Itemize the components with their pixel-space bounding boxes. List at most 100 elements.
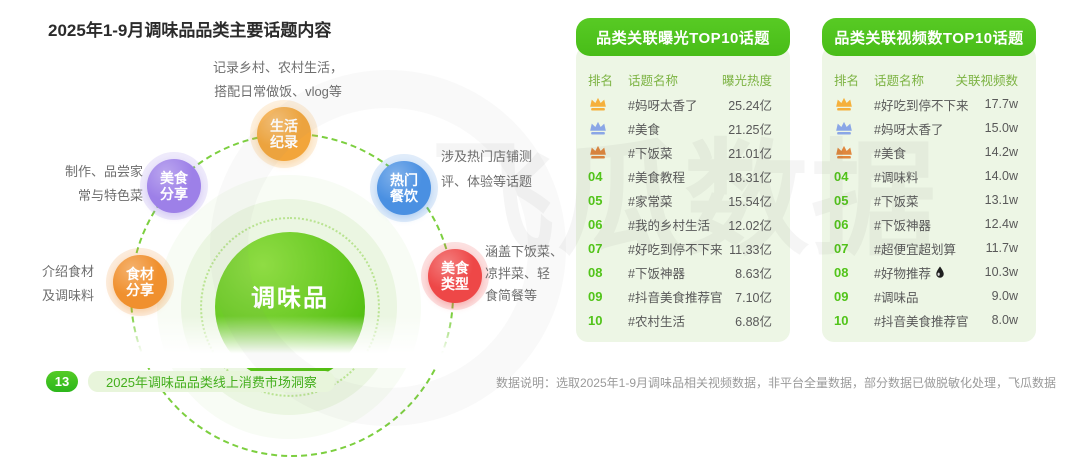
bottom-fade: [40, 316, 540, 368]
table-row: 06 #我的乡村生活 12.02亿: [576, 212, 790, 236]
column-headers: 排名 话题名称 关联视频数: [822, 68, 1036, 90]
table-row: #美食 14.2w: [822, 140, 1036, 164]
crown-icon: [836, 145, 852, 159]
topic-name: #调味料: [874, 170, 919, 185]
table-row: #妈呀太香了 15.0w: [822, 116, 1036, 140]
table-row: 08 #好物推荐 10.3w: [822, 260, 1036, 284]
table-row: 09 #抖音美食推荐官 7.10亿: [576, 284, 790, 308]
page-title: 2025年1-9月调味品品类主要话题内容: [48, 21, 332, 40]
rank-crown: [834, 120, 874, 136]
col-header-topic: 话题名称: [628, 73, 679, 88]
topic-value: 9.0w: [991, 289, 1018, 303]
topic-value: 14.0w: [984, 169, 1018, 183]
video-table-rows: #好吃到停不下来 17.7w #妈呀太香了 15.0w #美食 14.2w 04 #调味料…: [822, 92, 1036, 332]
topic-value: 6.88亿: [735, 314, 772, 329]
rank-crown: [588, 96, 628, 112]
table-row: 07 #好吃到停不下来 11.33亿: [576, 236, 790, 260]
crown-icon: [590, 121, 606, 135]
rank-crown: [834, 96, 874, 112]
rank-number: 05: [834, 192, 849, 208]
crown-icon: [836, 121, 852, 135]
topic-value: 21.25亿: [728, 122, 772, 137]
rank-number: 09: [834, 288, 849, 304]
topic-name: #美食教程: [628, 170, 685, 185]
table-row: 09 #调味品 9.0w: [822, 284, 1036, 308]
table-row: 05 #下饭菜 13.1w: [822, 188, 1036, 212]
topic-name: #下饭神器: [874, 218, 931, 233]
crown-icon: [590, 97, 606, 111]
bubble-label: 食材 分享: [126, 266, 154, 298]
topic-name: #超便宜超划算: [874, 242, 956, 257]
topic-value: 11.33亿: [729, 242, 772, 257]
bubble-hot-dining: 热门 餐饮: [377, 161, 431, 215]
topic-value: 12.4w: [984, 217, 1018, 231]
topic-value: 11.7w: [985, 241, 1018, 255]
card-body: 排名 话题名称 关联视频数 #好吃到停不下来 17.7w #妈呀太香了 15.0w …: [822, 46, 1036, 342]
topic-name: #下饭神器: [628, 266, 685, 281]
topic-value: 18.31亿: [728, 170, 772, 185]
table-row: 10 #农村生活 6.88亿: [576, 308, 790, 332]
table-row: 06 #下饭神器 12.4w: [822, 212, 1036, 236]
topic-value: 14.2w: [984, 145, 1018, 159]
rank-number: 10: [588, 312, 603, 328]
table-row: 07 #超便宜超划算 11.7w: [822, 236, 1036, 260]
rank-number: 05: [588, 192, 603, 208]
topic-name: #家常菜: [628, 194, 673, 209]
topic-value: 17.7w: [984, 97, 1018, 111]
rank-number: 07: [588, 240, 603, 256]
annotation-food-types: 涵盖下饭菜、 凉拌菜、轻 食简餐等: [485, 244, 564, 303]
rank-number: 06: [834, 216, 849, 232]
rank-crown: [834, 144, 874, 160]
rank-number: 04: [588, 168, 603, 184]
rank-number: 08: [588, 264, 603, 280]
annotation-ingredient-sharing: 介绍食材 及调味料: [42, 264, 95, 303]
bubble-ingredient-sharing: 食材 分享: [113, 255, 167, 309]
topic-value: 25.24亿: [728, 98, 772, 113]
topic-value: 10.3w: [984, 265, 1018, 279]
bubble-food-types: 美食 类型: [428, 249, 482, 303]
topic-name: #农村生活: [628, 314, 685, 329]
topic-name: #抖音美食推荐官: [628, 290, 723, 305]
exposure-table-rows: #妈呀太香了 25.24亿 #美食 21.25亿 #下饭菜 21.01亿 04 #美食教程…: [576, 92, 790, 332]
center-label: 调味品: [251, 284, 329, 312]
card-body: 排名 话题名称 曝光热度 #妈呀太香了 25.24亿 #美食 21.25亿 #下饭菜…: [576, 46, 790, 342]
rank-number: 06: [588, 216, 603, 232]
rank-number: 07: [834, 240, 849, 256]
annotation-food-sharing: 制作、品尝家 常与特色菜: [64, 164, 143, 203]
crown-icon: [836, 97, 852, 111]
topic-name: #好物推荐: [874, 263, 985, 282]
bubble-label: 生活 纪录: [270, 118, 298, 150]
bubble-label: 美食 类型: [441, 260, 469, 292]
rank-number: 10: [834, 312, 849, 328]
page-number-badge: 13: [46, 371, 78, 392]
table-row: #美食 21.25亿: [576, 116, 790, 140]
table-row: #下饭菜 21.01亿: [576, 140, 790, 164]
top10-exposure-card: 品类关联曝光TOP10话题 排名 话题名称 曝光热度 #妈呀太香了 25.24亿 …: [576, 18, 790, 342]
col-header-rank: 排名: [834, 73, 860, 88]
topic-value: 8.0w: [991, 313, 1018, 327]
dotted-ring: [200, 217, 380, 397]
topic-value: 12.02亿: [728, 218, 772, 233]
card-title-video: 品类关联视频数TOP10话题: [822, 18, 1036, 56]
col-header-rank: 排名: [588, 73, 614, 88]
table-row: 04 #调味料 14.0w: [822, 164, 1036, 188]
topic-name: #好吃到停不下来: [628, 242, 723, 257]
data-note: 数据说明：选取2025年1-9月调味品相关视频数据，非平台全量数据，部分数据已做…: [495, 376, 1056, 390]
droplet-icon: [936, 266, 944, 278]
bubble-life-records: 生活 纪录: [257, 107, 311, 161]
topic-value: 13.1w: [984, 193, 1018, 207]
topic-name: #抖音美食推荐官: [874, 314, 969, 329]
report-title-ribbon: 2025年调味品品类线上消费市场洞察: [88, 371, 335, 392]
table-row: 10 #抖音美食推荐官 8.0w: [822, 308, 1036, 332]
table-row: 05 #家常菜 15.54亿: [576, 188, 790, 212]
bubble-label: 美食 分享: [160, 170, 188, 202]
topic-name: #妈呀太香了: [628, 98, 698, 113]
rank-number: 04: [834, 168, 849, 184]
topic-name: #美食: [628, 122, 660, 137]
crown-icon: [590, 145, 606, 159]
table-row: #妈呀太香了 25.24亿: [576, 92, 790, 116]
topic-value: 7.10亿: [735, 290, 772, 305]
rank-number: 08: [834, 264, 849, 280]
rank-crown: [588, 144, 628, 160]
col-header-value: 关联视频数: [955, 73, 1018, 88]
